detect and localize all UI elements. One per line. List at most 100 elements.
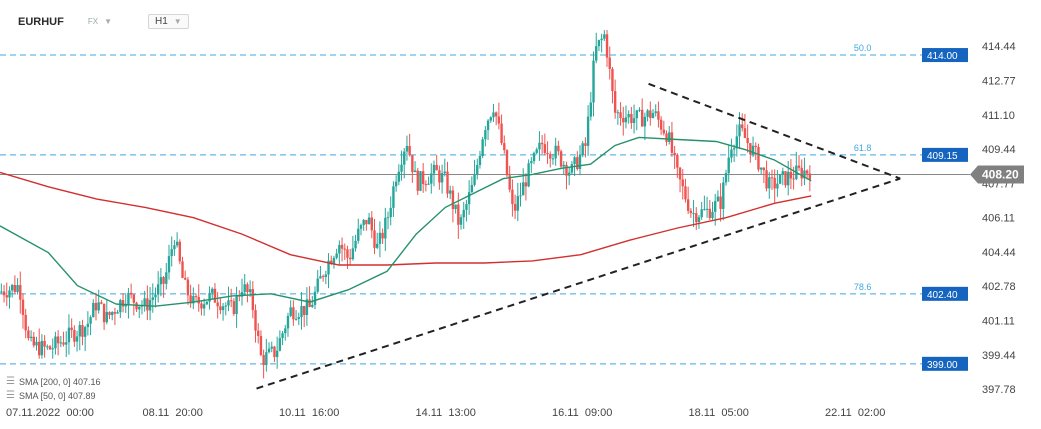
- candle-body[interactable]: [768, 177, 771, 189]
- candle-body[interactable]: [735, 136, 739, 149]
- candle-body[interactable]: [219, 306, 222, 311]
- candle-body[interactable]: [522, 182, 525, 196]
- candle-body[interactable]: [48, 346, 52, 350]
- candle-body[interactable]: [470, 184, 474, 193]
- candle-body[interactable]: [151, 297, 154, 301]
- candle-body[interactable]: [427, 183, 430, 185]
- candle-body[interactable]: [81, 325, 84, 337]
- candle-body[interactable]: [697, 217, 701, 223]
- candle-body[interactable]: [275, 350, 279, 358]
- candle-body[interactable]: [302, 305, 306, 316]
- candle-body[interactable]: [229, 300, 233, 302]
- candle-body[interactable]: [170, 249, 173, 257]
- candle-body[interactable]: [462, 209, 465, 218]
- candle-body[interactable]: [265, 352, 268, 366]
- candle-body[interactable]: [21, 299, 25, 315]
- candle-body[interactable]: [540, 142, 544, 145]
- candle-body[interactable]: [411, 155, 414, 173]
- candle-body[interactable]: [530, 161, 533, 164]
- candle-body[interactable]: [351, 248, 355, 260]
- candle-body[interactable]: [432, 164, 436, 174]
- candle-body[interactable]: [400, 164, 403, 172]
- candle-body[interactable]: [649, 110, 652, 118]
- candle-body[interactable]: [784, 171, 787, 186]
- candle-body[interactable]: [562, 164, 565, 167]
- candle-body[interactable]: [743, 128, 747, 138]
- candle-body[interactable]: [486, 120, 490, 131]
- candle-body[interactable]: [535, 149, 538, 153]
- candle-body[interactable]: [389, 207, 392, 218]
- candle-body[interactable]: [508, 175, 511, 190]
- candle-body[interactable]: [254, 310, 257, 331]
- candle-body[interactable]: [592, 60, 595, 103]
- candle-body[interactable]: [727, 157, 730, 174]
- candle-body[interactable]: [73, 330, 76, 342]
- candle-body[interactable]: [403, 151, 406, 165]
- candle-body[interactable]: [197, 296, 200, 304]
- candle-body[interactable]: [381, 232, 384, 239]
- candle-body[interactable]: [343, 248, 346, 250]
- candle-body[interactable]: [681, 179, 684, 187]
- candle-body[interactable]: [378, 232, 382, 244]
- candle-body[interactable]: [240, 291, 244, 297]
- candle-body[interactable]: [808, 173, 812, 180]
- candle-body[interactable]: [221, 306, 225, 311]
- candle-body[interactable]: [457, 204, 460, 225]
- candle-body[interactable]: [43, 340, 46, 347]
- candle-body[interactable]: [19, 285, 22, 300]
- candle-body[interactable]: [565, 164, 568, 176]
- candle-body[interactable]: [289, 307, 292, 316]
- candle-body[interactable]: [511, 189, 514, 205]
- triangle-upper-trendline[interactable]: [648, 82, 901, 180]
- candle-body[interactable]: [262, 355, 265, 366]
- candle-body[interactable]: [800, 167, 803, 179]
- candle-body[interactable]: [102, 303, 106, 323]
- candle-body[interactable]: [348, 257, 352, 260]
- candle-body[interactable]: [251, 289, 255, 311]
- candle-body[interactable]: [308, 299, 311, 307]
- candle-body[interactable]: [603, 34, 606, 39]
- candle-body[interactable]: [549, 154, 552, 159]
- candle-body[interactable]: [324, 274, 328, 277]
- candle-body[interactable]: [430, 173, 433, 184]
- candle-body[interactable]: [359, 225, 363, 229]
- candle-body[interactable]: [370, 217, 373, 231]
- candle-body[interactable]: [373, 230, 376, 248]
- candle-body[interactable]: [449, 190, 452, 194]
- candle-body[interactable]: [83, 327, 87, 337]
- candle-body[interactable]: [613, 91, 617, 113]
- candle-body[interactable]: [759, 167, 763, 170]
- candle-body[interactable]: [578, 154, 582, 170]
- candle-body[interactable]: [248, 289, 252, 293]
- candle-body[interactable]: [267, 348, 271, 353]
- candle-body[interactable]: [695, 213, 698, 223]
- candle-body[interactable]: [51, 348, 54, 350]
- candle-body[interactable]: [749, 143, 752, 155]
- candle-body[interactable]: [467, 192, 471, 205]
- candle-body[interactable]: [619, 112, 622, 119]
- candle-body[interactable]: [757, 146, 760, 170]
- candle-body[interactable]: [159, 277, 163, 285]
- candle-body[interactable]: [300, 305, 303, 318]
- candle-body[interactable]: [765, 170, 768, 189]
- candle-body[interactable]: [711, 211, 714, 219]
- candle-body[interactable]: [668, 132, 671, 142]
- candle-body[interactable]: [532, 152, 536, 162]
- candle-body[interactable]: [454, 204, 457, 210]
- candle-body[interactable]: [600, 38, 603, 41]
- candle-body[interactable]: [770, 177, 774, 179]
- chevron-down-icon[interactable]: ▼: [104, 17, 112, 26]
- candle-body[interactable]: [340, 244, 344, 249]
- candle-body[interactable]: [803, 170, 806, 179]
- candle-body[interactable]: [670, 132, 674, 153]
- candle-body[interactable]: [665, 133, 668, 142]
- candle-body[interactable]: [397, 171, 401, 182]
- candle-body[interactable]: [278, 338, 282, 351]
- candle-body[interactable]: [54, 336, 57, 349]
- legend-sma50[interactable]: ☰ SMA [50, 0] 407.89: [6, 390, 96, 401]
- candle-body[interactable]: [516, 196, 520, 211]
- candle-body[interactable]: [292, 307, 295, 320]
- candle-body[interactable]: [224, 305, 227, 307]
- candle-body[interactable]: [105, 312, 109, 323]
- candle-body[interactable]: [500, 123, 503, 144]
